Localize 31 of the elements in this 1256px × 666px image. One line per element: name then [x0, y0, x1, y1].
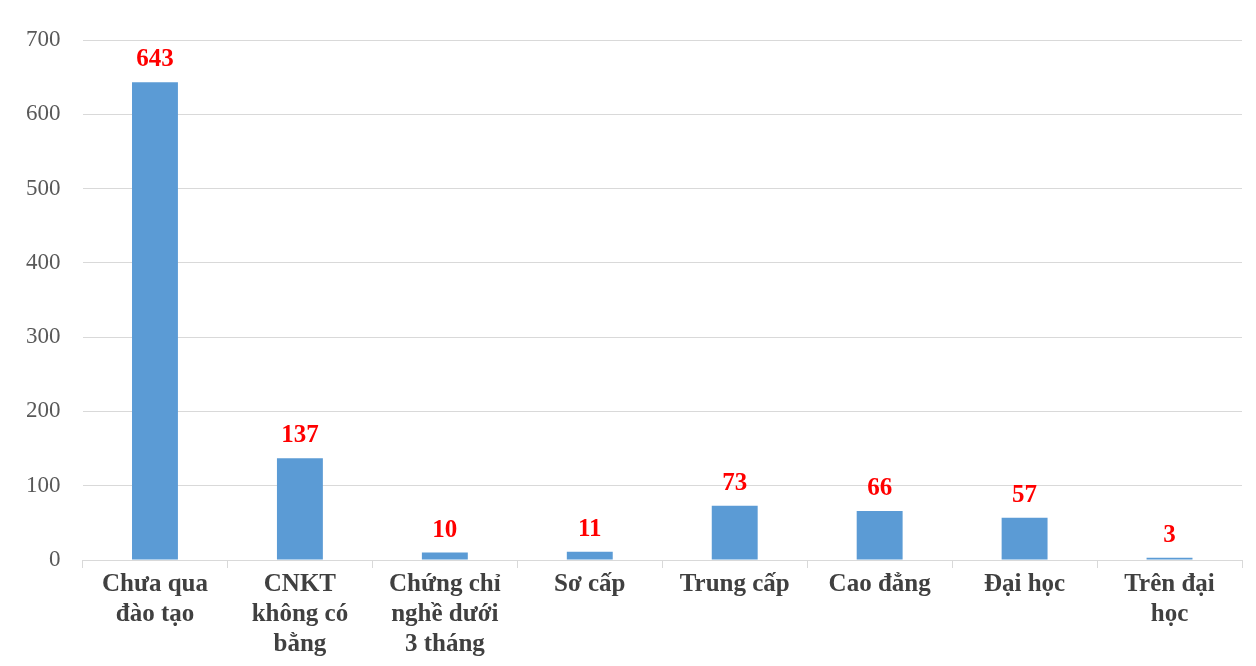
x-tick-label: Cao đẳng	[828, 569, 932, 597]
x-tick-label: Chứng chỉ nghề dưới 3 tháng	[389, 569, 501, 657]
data-label: 57	[1012, 479, 1038, 507]
data-label: 643	[136, 44, 174, 72]
x-tick-label: Trung cấp	[679, 569, 790, 597]
y-tick-label: 0	[49, 546, 61, 572]
data-label: 137	[281, 420, 319, 448]
bar	[1001, 517, 1048, 560]
y-tick-label: 300	[26, 323, 61, 349]
bar	[711, 505, 758, 560]
bar	[421, 552, 468, 560]
x-tick-label: Trên đại học	[1124, 569, 1215, 627]
y-tick-label: 600	[26, 100, 61, 126]
bar	[276, 458, 323, 560]
y-tick-label: 400	[26, 248, 61, 274]
x-tick-label: CNKT không có bằng	[251, 569, 349, 657]
y-tick-label: 100	[26, 471, 61, 497]
data-label: 73	[722, 467, 748, 495]
x-tick-label: Chưa qua đào tạo	[101, 569, 209, 627]
data-label: 66	[867, 472, 893, 500]
y-tick-label: 700	[26, 26, 61, 52]
bar	[566, 551, 613, 560]
x-tick-label: Đại học	[983, 569, 1066, 597]
y-tick-label: 500	[26, 174, 61, 200]
data-label: 10	[432, 514, 458, 542]
data-label: 3	[1163, 519, 1176, 547]
x-tick-label: Sơ cấp	[554, 569, 626, 597]
data-label: 11	[577, 513, 602, 541]
bar	[856, 510, 903, 560]
y-tick-label: 200	[26, 397, 61, 423]
bar	[132, 82, 178, 560]
